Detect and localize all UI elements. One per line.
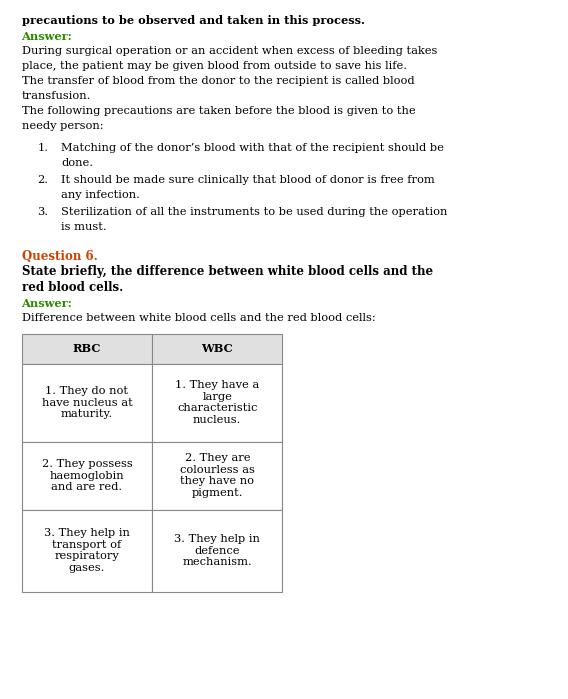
FancyBboxPatch shape [152, 333, 282, 363]
Text: 3.: 3. [37, 207, 48, 217]
FancyBboxPatch shape [22, 442, 152, 510]
Text: The transfer of blood from the donor to the recipient is called blood: The transfer of blood from the donor to … [22, 76, 414, 86]
Text: The following precautions are taken before the blood is given to the: The following precautions are taken befo… [22, 106, 415, 116]
Text: It should be made sure clinically that blood of donor is free from: It should be made sure clinically that b… [61, 175, 435, 185]
Text: is must.: is must. [61, 222, 107, 232]
Text: State briefly, the difference between white blood cells and the: State briefly, the difference between wh… [22, 266, 433, 278]
Text: During surgical operation or an accident when excess of bleeding takes: During surgical operation or an accident… [22, 46, 437, 56]
Text: red blood cells.: red blood cells. [22, 281, 123, 294]
Text: 2. They possess
haemoglobin
and are red.: 2. They possess haemoglobin and are red. [41, 459, 132, 492]
Text: any infection.: any infection. [61, 190, 140, 200]
Text: Question 6.: Question 6. [22, 250, 97, 263]
Text: Answer:: Answer: [22, 298, 72, 309]
Text: 3. They help in
transport of
respiratory
gases.: 3. They help in transport of respiratory… [44, 528, 130, 573]
Text: RBC: RBC [73, 343, 101, 354]
FancyBboxPatch shape [152, 442, 282, 510]
Text: needy person:: needy person: [22, 121, 103, 131]
Text: Difference between white blood cells and the red blood cells:: Difference between white blood cells and… [22, 313, 375, 323]
FancyBboxPatch shape [152, 363, 282, 442]
Text: Matching of the donor’s blood with that of the recipient should be: Matching of the donor’s blood with that … [61, 143, 444, 153]
FancyBboxPatch shape [22, 333, 152, 363]
Text: 3. They help in
defence
mechanism.: 3. They help in defence mechanism. [174, 534, 260, 568]
FancyBboxPatch shape [22, 510, 152, 591]
Text: WBC: WBC [202, 343, 233, 354]
Text: Answer:: Answer: [22, 31, 72, 42]
Text: 1.: 1. [37, 143, 48, 153]
Text: precautions to be observed and taken in this process.: precautions to be observed and taken in … [22, 15, 365, 27]
Text: place, the patient may be given blood from outside to save his life.: place, the patient may be given blood fr… [22, 61, 407, 71]
Text: transfusion.: transfusion. [22, 91, 91, 101]
FancyBboxPatch shape [22, 363, 152, 442]
Text: 1. They have a
large
characteristic
nucleus.: 1. They have a large characteristic nucl… [175, 380, 260, 425]
Text: 2. They are
colourless as
they have no
pigment.: 2. They are colourless as they have no p… [180, 453, 254, 498]
FancyBboxPatch shape [152, 510, 282, 591]
Text: 2.: 2. [37, 175, 48, 185]
Text: done.: done. [61, 158, 93, 168]
Text: 1. They do not
have nucleus at
maturity.: 1. They do not have nucleus at maturity. [41, 386, 132, 419]
Text: Sterilization of all the instruments to be used during the operation: Sterilization of all the instruments to … [61, 207, 448, 217]
